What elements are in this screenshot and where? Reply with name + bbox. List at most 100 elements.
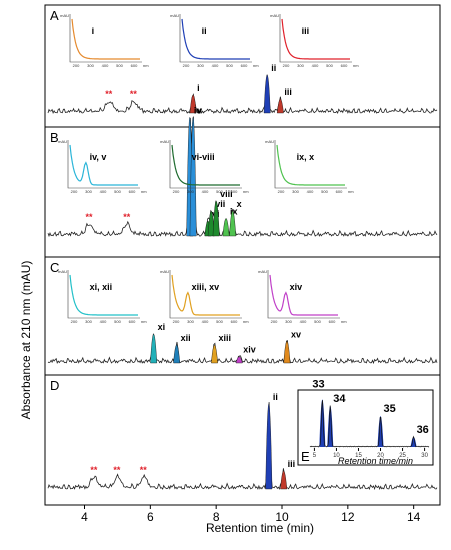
inset-x-tick: 600 (129, 189, 136, 194)
inset-x-tick: 600 (241, 63, 248, 68)
inset-y-tick: mAU (160, 269, 169, 274)
inset-x-tick: 400 (212, 63, 219, 68)
spectrum-curve (171, 274, 240, 316)
inset-axes (67, 140, 140, 189)
peak-label: v (197, 105, 202, 115)
uv-spectrum-inset: mAU 200 300 400 500 600 nm iv, v (58, 139, 147, 194)
inset-y-tick: mAU (160, 139, 169, 144)
inset-x-tick: 400 (202, 189, 209, 194)
inset-axes (279, 14, 352, 63)
inset-axes (69, 14, 142, 63)
inset-e-tick-label: 25 (399, 453, 406, 459)
inset-e-peak-label: 36 (417, 424, 429, 436)
inset-unit: nm (253, 63, 259, 68)
peak-label: xiv (243, 345, 256, 355)
inset-x-tick: 300 (197, 63, 204, 68)
inset-label: xiii, xv (192, 282, 220, 292)
peak-label: xi (158, 322, 166, 332)
spectrum-curve (69, 144, 138, 186)
inset-x-tick: 400 (102, 63, 109, 68)
inset-label: iv, v (90, 152, 107, 162)
inset-x-tick: 600 (231, 189, 238, 194)
peak-v (189, 117, 197, 237)
inset-label: ii (202, 26, 207, 36)
inset-x-tick: 200 (73, 63, 80, 68)
inset-x-tick: 200 (173, 189, 180, 194)
peak-label: xii (181, 333, 191, 343)
spectrum-curve (269, 274, 338, 316)
uv-spectrum-inset: mAU 200 300 400 500 600 nm xiii, xv (160, 269, 249, 324)
peak-xiii (211, 344, 218, 364)
inset-x-tick: 400 (307, 189, 314, 194)
peak-label: iv (194, 105, 202, 115)
inset-x-tick: 200 (278, 189, 285, 194)
panel-c: Cxi xii xiii xiv xv mAU 200 300 400 500 600 nm xi, x… (44, 256, 441, 376)
inset-e-tick-label: 10 (333, 453, 340, 459)
peak-label: x (237, 199, 242, 209)
uv-spectrum-inset: mAU 200 300 400 500 600 nm ii (170, 13, 259, 68)
inset-unit: nm (143, 63, 149, 68)
inset-label: xi, xii (90, 282, 113, 292)
chromatogram-trace (47, 333, 438, 365)
spectrum-curve (181, 18, 250, 60)
inset-e-tick-label: 20 (377, 453, 384, 459)
peak-label: xv (291, 329, 301, 339)
inset-x-tick: 600 (231, 319, 238, 324)
significance-marker: ** (140, 465, 148, 475)
peak-label: iii (284, 87, 292, 97)
panel-label: A (50, 8, 59, 23)
inset-e-peak-label: 33 (312, 379, 324, 391)
inset-x-tick: 300 (285, 319, 292, 324)
peak-xiv (235, 356, 243, 364)
panel-b: Bivvviviiviiiixx****mAU200300400500600nm… (44, 105, 441, 258)
peak-label: i (197, 83, 200, 93)
inset-x-tick: 200 (283, 63, 290, 68)
significance-marker: ** (90, 465, 98, 475)
inset-label: vi-viii (192, 152, 215, 162)
inset-x-tick: 300 (187, 319, 194, 324)
inset-y-tick: mAU (270, 13, 279, 18)
panel-label: C (50, 260, 59, 275)
inset-y-tick: mAU (258, 269, 267, 274)
inset-e-frame (297, 389, 434, 466)
spectrum-curve (281, 18, 350, 60)
peak-x (229, 211, 237, 237)
significance-marker: ** (113, 465, 121, 475)
inset-axes (169, 270, 242, 319)
inset-y-tick: mAU (265, 139, 274, 144)
uv-spectrum-inset: mAU 200 300 400 500 600 nm iii (270, 13, 359, 68)
uv-spectrum-inset: mAU 200 300 400 500 600 nm vi-viii (160, 139, 249, 194)
inset-x-tick: 200 (71, 189, 78, 194)
inset-x-tick: 200 (271, 319, 278, 324)
inset-x-tick: 500 (114, 319, 121, 324)
significance-marker: ** (123, 212, 131, 222)
inset-unit: nm (341, 319, 347, 324)
x-tick-label: 10 (275, 510, 289, 524)
inset-unit: nm (141, 319, 147, 324)
inset-y-tick: mAU (170, 13, 179, 18)
inset-e-chart: E 5 10 15 20 25 30 Retention time/min (297, 389, 434, 466)
chromatogram-trace (47, 116, 438, 238)
inset-x-tick: 300 (85, 189, 92, 194)
panel-label: D (50, 378, 59, 393)
panel-frame (44, 374, 441, 506)
inset-unit: nm (243, 189, 249, 194)
y-axis-label: Absorbance at 210 nm (mAU) (19, 261, 33, 420)
chromatogram-trace (47, 74, 438, 115)
inset-label: i (92, 26, 95, 36)
x-axis-label: Retention time (min) (206, 521, 314, 535)
significance-marker: ** (105, 89, 113, 99)
inset-e-peak-label: 34 (333, 393, 346, 405)
inset-axes (179, 14, 252, 63)
uv-spectrum-inset: mAU 200 300 400 500 600 nm xi, xii (58, 269, 147, 324)
uv-spectrum-inset: mAU 200 300 400 500 600 nm i (60, 13, 149, 68)
inset-label: ix, x (297, 152, 315, 162)
inset-x-tick: 500 (226, 63, 233, 68)
peak-ix (222, 218, 230, 237)
inset-e-tick-label: 15 (355, 453, 362, 459)
inset-x-tick: 300 (292, 189, 299, 194)
